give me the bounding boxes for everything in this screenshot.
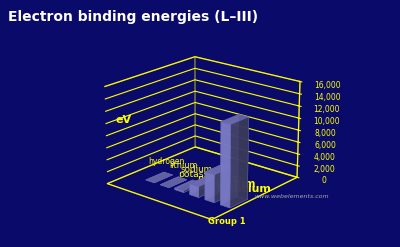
Text: Electron binding energies (L–III): Electron binding energies (L–III) <box>8 10 258 24</box>
